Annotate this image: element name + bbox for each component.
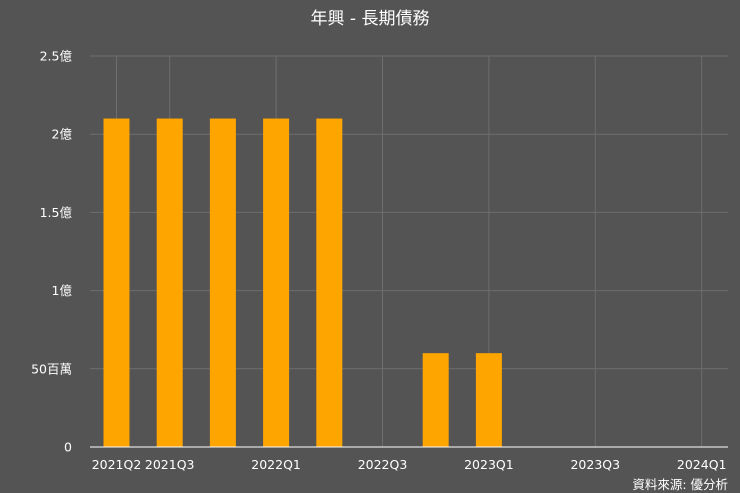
bars xyxy=(103,118,502,447)
x-axis-ticks: 2021Q2 2021Q3 2022Q1 2022Q3 2023Q1 2023Q3 2024… xyxy=(92,457,727,472)
chart-title: 年興 - 長期債務 xyxy=(311,9,430,29)
x-tick-label: 2023Q1 xyxy=(464,457,514,472)
source-credit: 資料來源: 優分析 xyxy=(632,477,728,492)
y-tick-label: 2.5億 xyxy=(40,49,73,64)
bar-2023Q1 xyxy=(475,353,502,447)
bar-2022Q2 xyxy=(316,118,343,447)
x-tick-label: 2024Q1 xyxy=(677,457,727,472)
bar-2021Q3 xyxy=(156,118,183,447)
y-tick-label: 1.5億 xyxy=(40,205,73,220)
x-tick-label: 2022Q3 xyxy=(358,457,408,472)
bar-2022Q4 xyxy=(422,353,449,447)
y-tick-label: 1億 xyxy=(52,283,73,298)
y-tick-label: 50百萬 xyxy=(31,361,72,376)
x-tick-label: 2021Q3 xyxy=(145,457,195,472)
y-tick-label: 2億 xyxy=(52,127,73,142)
bar-2021Q2 xyxy=(103,118,130,447)
bar-2022Q1 xyxy=(263,118,290,447)
grid-lines xyxy=(90,55,728,447)
x-tick-label: 2022Q1 xyxy=(251,457,301,472)
x-tick-label: 2023Q3 xyxy=(570,457,620,472)
bar-2021Q4 xyxy=(209,118,236,447)
y-axis-ticks: 0 50百萬 1億 1.5億 2億 2.5億 xyxy=(31,49,72,455)
y-tick-label: 0 xyxy=(64,440,72,455)
x-tick-label: 2021Q2 xyxy=(92,457,142,472)
